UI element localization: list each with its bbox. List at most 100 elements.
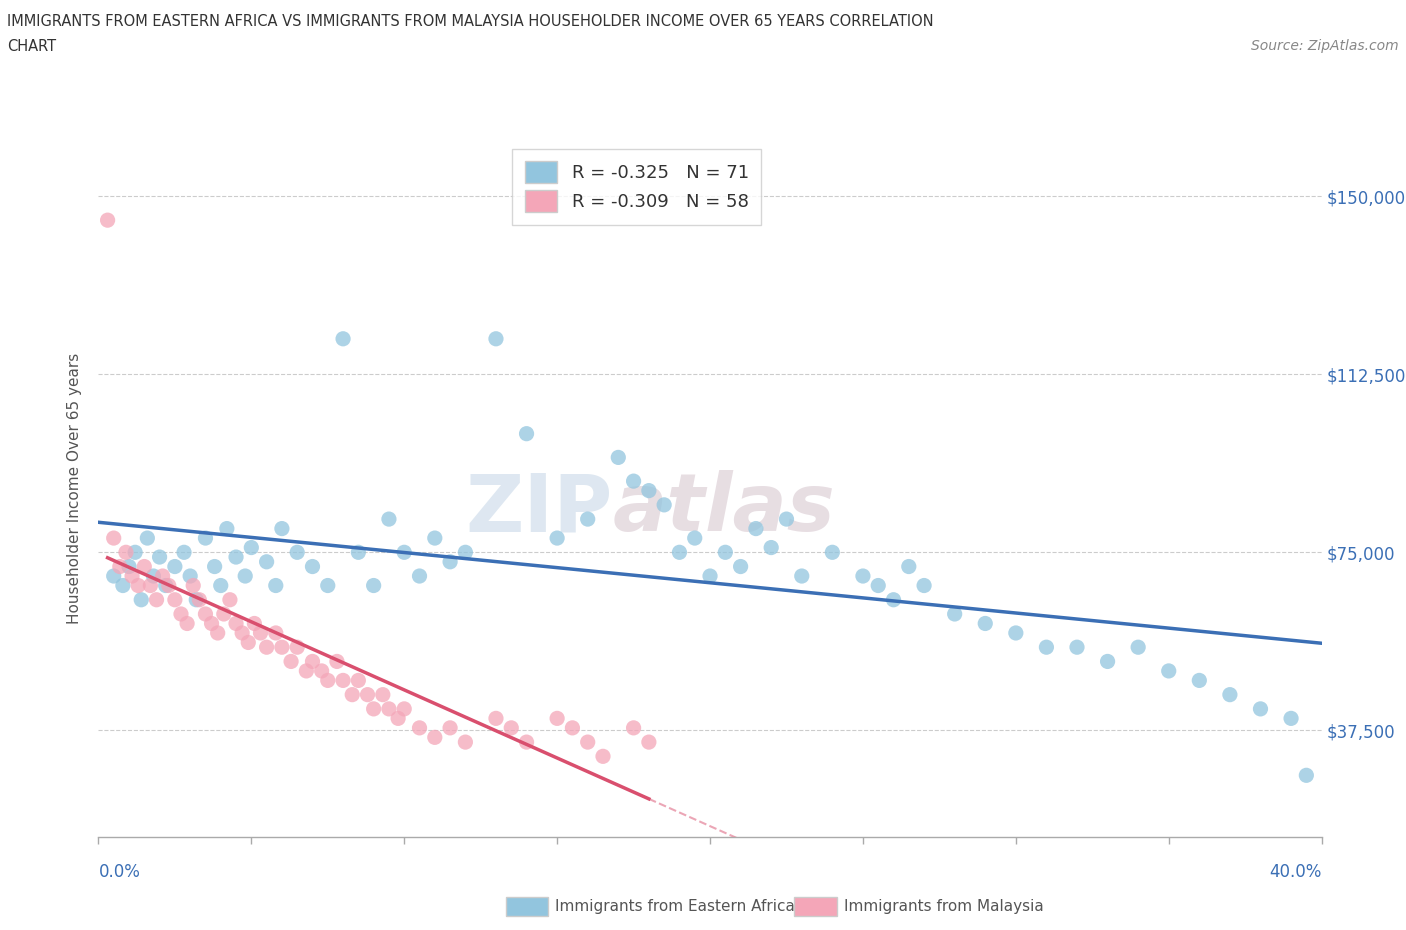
Point <box>1219 687 1241 702</box>
Point <box>103 568 125 583</box>
Point <box>516 735 538 750</box>
Point <box>249 626 271 641</box>
Point <box>295 663 318 678</box>
Point <box>1279 711 1302 725</box>
Point <box>264 578 287 593</box>
Point <box>134 559 156 574</box>
Point <box>256 640 278 655</box>
Point <box>974 616 997 631</box>
Point <box>225 616 247 631</box>
Point <box>423 730 446 745</box>
Point <box>683 531 706 546</box>
Point <box>111 578 134 593</box>
Point <box>576 735 599 750</box>
Point <box>231 626 253 641</box>
Text: 40.0%: 40.0% <box>1270 863 1322 881</box>
Point <box>408 568 430 583</box>
Point <box>238 635 260 650</box>
Y-axis label: Householder Income Over 65 years: Householder Income Over 65 years <box>67 352 83 624</box>
Point <box>897 559 920 574</box>
Text: Source: ZipAtlas.com: Source: ZipAtlas.com <box>1251 39 1399 53</box>
Point <box>1004 626 1026 641</box>
Point <box>371 687 394 702</box>
Point <box>163 592 186 607</box>
Point <box>363 578 385 593</box>
Point <box>1249 701 1271 716</box>
Point <box>243 616 266 631</box>
Point <box>576 512 599 526</box>
Point <box>454 545 477 560</box>
Point <box>280 654 302 669</box>
Point <box>485 331 508 346</box>
Point <box>790 568 813 583</box>
Point <box>173 545 195 560</box>
Point <box>212 606 235 621</box>
Point <box>883 592 905 607</box>
Point <box>285 640 308 655</box>
Point <box>342 687 364 702</box>
Point <box>332 673 354 688</box>
Point <box>136 531 159 546</box>
Point <box>179 568 201 583</box>
Text: IMMIGRANTS FROM EASTERN AFRICA VS IMMIGRANTS FROM MALAYSIA HOUSEHOLDER INCOME OV: IMMIGRANTS FROM EASTERN AFRICA VS IMMIGR… <box>7 14 934 29</box>
Point <box>240 540 263 555</box>
Point <box>152 568 174 583</box>
Point <box>270 521 292 536</box>
Point <box>637 484 661 498</box>
Point <box>301 559 323 574</box>
Point <box>378 512 401 526</box>
Point <box>912 578 935 593</box>
Point <box>392 545 416 560</box>
Point <box>759 540 782 555</box>
Point <box>194 606 217 621</box>
Point <box>285 545 308 560</box>
Point <box>256 554 278 569</box>
Point <box>108 559 131 574</box>
Point <box>157 578 180 593</box>
Point <box>181 578 204 593</box>
Point <box>142 568 165 583</box>
Point <box>97 213 120 228</box>
Point <box>1188 673 1211 688</box>
Point <box>1157 663 1180 678</box>
Text: 0.0%: 0.0% <box>98 863 141 881</box>
Point <box>501 721 523 736</box>
Point <box>546 711 568 725</box>
Point <box>207 626 229 641</box>
Point <box>115 545 138 560</box>
Point <box>326 654 349 669</box>
Point <box>623 473 645 488</box>
Point <box>186 592 208 607</box>
Point <box>149 550 172 565</box>
Point <box>145 592 167 607</box>
Point <box>188 592 211 607</box>
Point <box>124 545 146 560</box>
Point <box>821 545 844 560</box>
Point <box>943 606 966 621</box>
Point <box>454 735 477 750</box>
Point <box>215 521 238 536</box>
Point <box>592 749 614 764</box>
Point <box>118 559 141 574</box>
Point <box>264 626 287 641</box>
Point <box>730 559 752 574</box>
Point <box>561 721 583 736</box>
Point <box>219 592 242 607</box>
Point <box>316 673 339 688</box>
Point <box>270 640 292 655</box>
Text: CHART: CHART <box>7 39 56 54</box>
Point <box>652 498 675 512</box>
Point <box>546 531 568 546</box>
Point <box>155 578 177 593</box>
Legend: R = -0.325   N = 71, R = -0.309   N = 58: R = -0.325 N = 71, R = -0.309 N = 58 <box>512 149 761 225</box>
Point <box>301 654 323 669</box>
Point <box>852 568 875 583</box>
Point <box>423 531 446 546</box>
Point <box>1097 654 1119 669</box>
Point <box>1066 640 1088 655</box>
Point <box>668 545 690 560</box>
Point <box>623 721 645 736</box>
Point <box>485 711 508 725</box>
Point <box>439 721 461 736</box>
Point <box>637 735 661 750</box>
